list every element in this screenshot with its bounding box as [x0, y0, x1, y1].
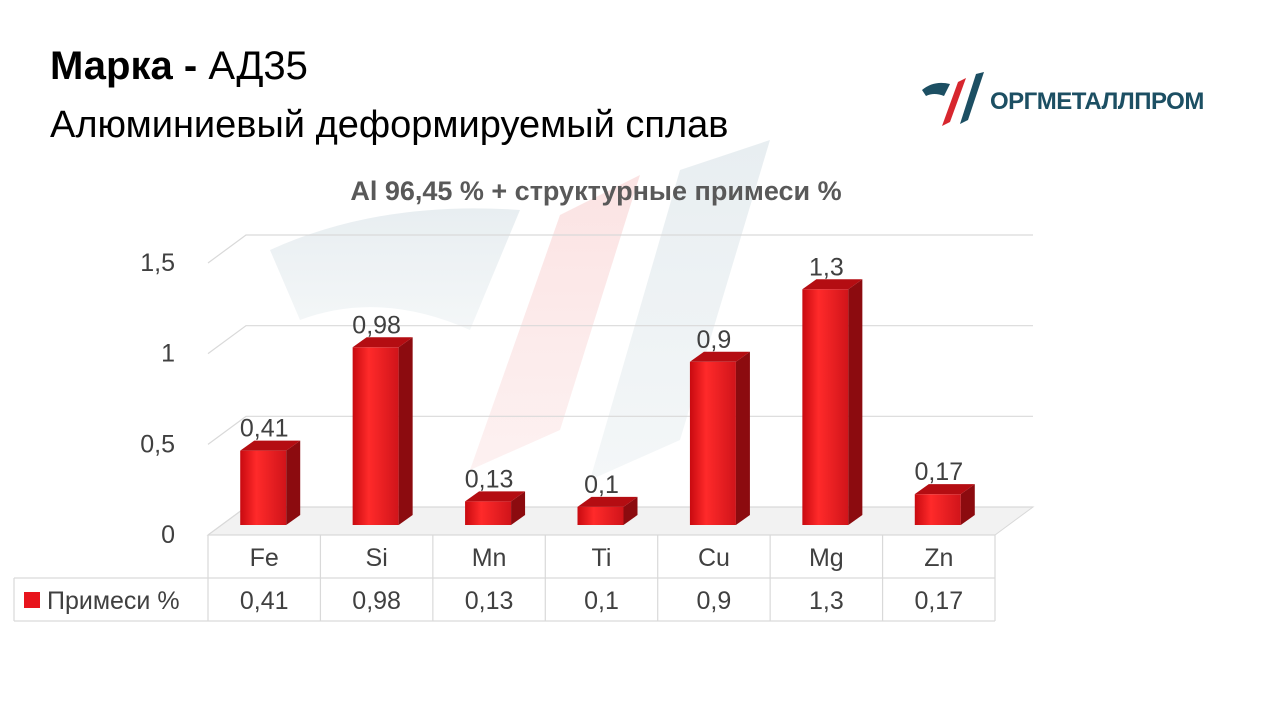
bar-fe	[240, 450, 287, 525]
legend-swatch	[24, 592, 40, 608]
table-value-cell: 0,9	[697, 587, 732, 615]
logo-mark-icon	[922, 72, 984, 126]
bar-zn	[914, 494, 961, 525]
page-subtitle: Алюминиевый деформируемый сплав	[50, 104, 729, 146]
bar-top	[240, 440, 301, 451]
y-tick-label: 1,5	[140, 249, 175, 277]
brand-separator: -	[172, 44, 209, 88]
table-value-cell: 0,98	[352, 587, 401, 615]
chart-bars	[240, 279, 975, 525]
x-category-label: Ti	[592, 544, 612, 572]
bar-cu	[689, 361, 736, 525]
data-label: 0,1	[584, 471, 619, 499]
table-value-cell: 1,3	[809, 587, 844, 615]
company-logo	[920, 70, 1240, 130]
x-category-label: Cu	[698, 544, 730, 572]
brand-label: Марка	[50, 44, 173, 88]
bar-top	[352, 337, 413, 348]
bar-top	[465, 491, 526, 502]
table-value-cell: 0,41	[240, 587, 289, 615]
gridline	[207, 325, 1033, 355]
x-category-label: Zn	[924, 544, 953, 572]
data-label: 0,41	[240, 415, 289, 443]
bar-side	[511, 491, 526, 525]
bar-ti	[577, 506, 624, 525]
gridline	[207, 234, 1033, 264]
data-labels: 0,41 0,98 0,13 0,1 0,9 1,3 0,17	[240, 253, 963, 499]
bar-top	[689, 351, 750, 362]
data-label: 0,17	[914, 458, 963, 486]
x-category-label: Si	[366, 544, 388, 572]
bar-top	[577, 496, 638, 507]
bar-side	[735, 351, 750, 525]
bar-side	[623, 496, 638, 525]
x-category-label: Fe	[250, 544, 279, 572]
y-axis: 0 0,5 1 1,5	[140, 249, 175, 549]
bar-mg	[802, 289, 849, 525]
data-label: 0,98	[352, 311, 401, 339]
bar-side	[960, 484, 975, 525]
bar-top	[802, 279, 863, 290]
grade-name: АД35	[208, 44, 308, 88]
watermark-logo	[270, 140, 770, 480]
table-value-cell: 0,13	[465, 587, 514, 615]
bar-mn	[465, 501, 512, 525]
data-label: 0,9	[697, 326, 732, 354]
data-label: 0,13	[465, 465, 514, 493]
bar-si	[352, 347, 399, 525]
legend-series-name: Примеси %	[47, 587, 180, 615]
page-title: Марка - АД35	[50, 44, 308, 89]
bar-side	[286, 440, 301, 525]
x-category-label: Mn	[472, 544, 507, 572]
bar-side	[848, 279, 863, 525]
bar-side	[398, 337, 413, 525]
y-tick-label: 0	[161, 521, 175, 549]
data-table: Fe 0,41 Si 0,98 Mn 0,13 Ti 0,1 Cu 0,9 Mg 1,3 Zn 0,17 П…	[13, 534, 996, 622]
logo-text: ОРГМЕТАЛЛПРОМ	[990, 88, 1204, 115]
bar-top	[914, 484, 975, 495]
table-value-cell: 0,1	[584, 587, 619, 615]
data-label: 1,3	[809, 253, 844, 281]
x-category-label: Mg	[809, 544, 844, 572]
table-value-cell: 0,17	[914, 587, 963, 615]
y-tick-label: 0,5	[140, 430, 175, 458]
gridline	[207, 415, 1033, 445]
chart-title: Al 96,45 % + структурные примеси %	[350, 176, 841, 206]
y-tick-label: 1	[161, 340, 175, 368]
